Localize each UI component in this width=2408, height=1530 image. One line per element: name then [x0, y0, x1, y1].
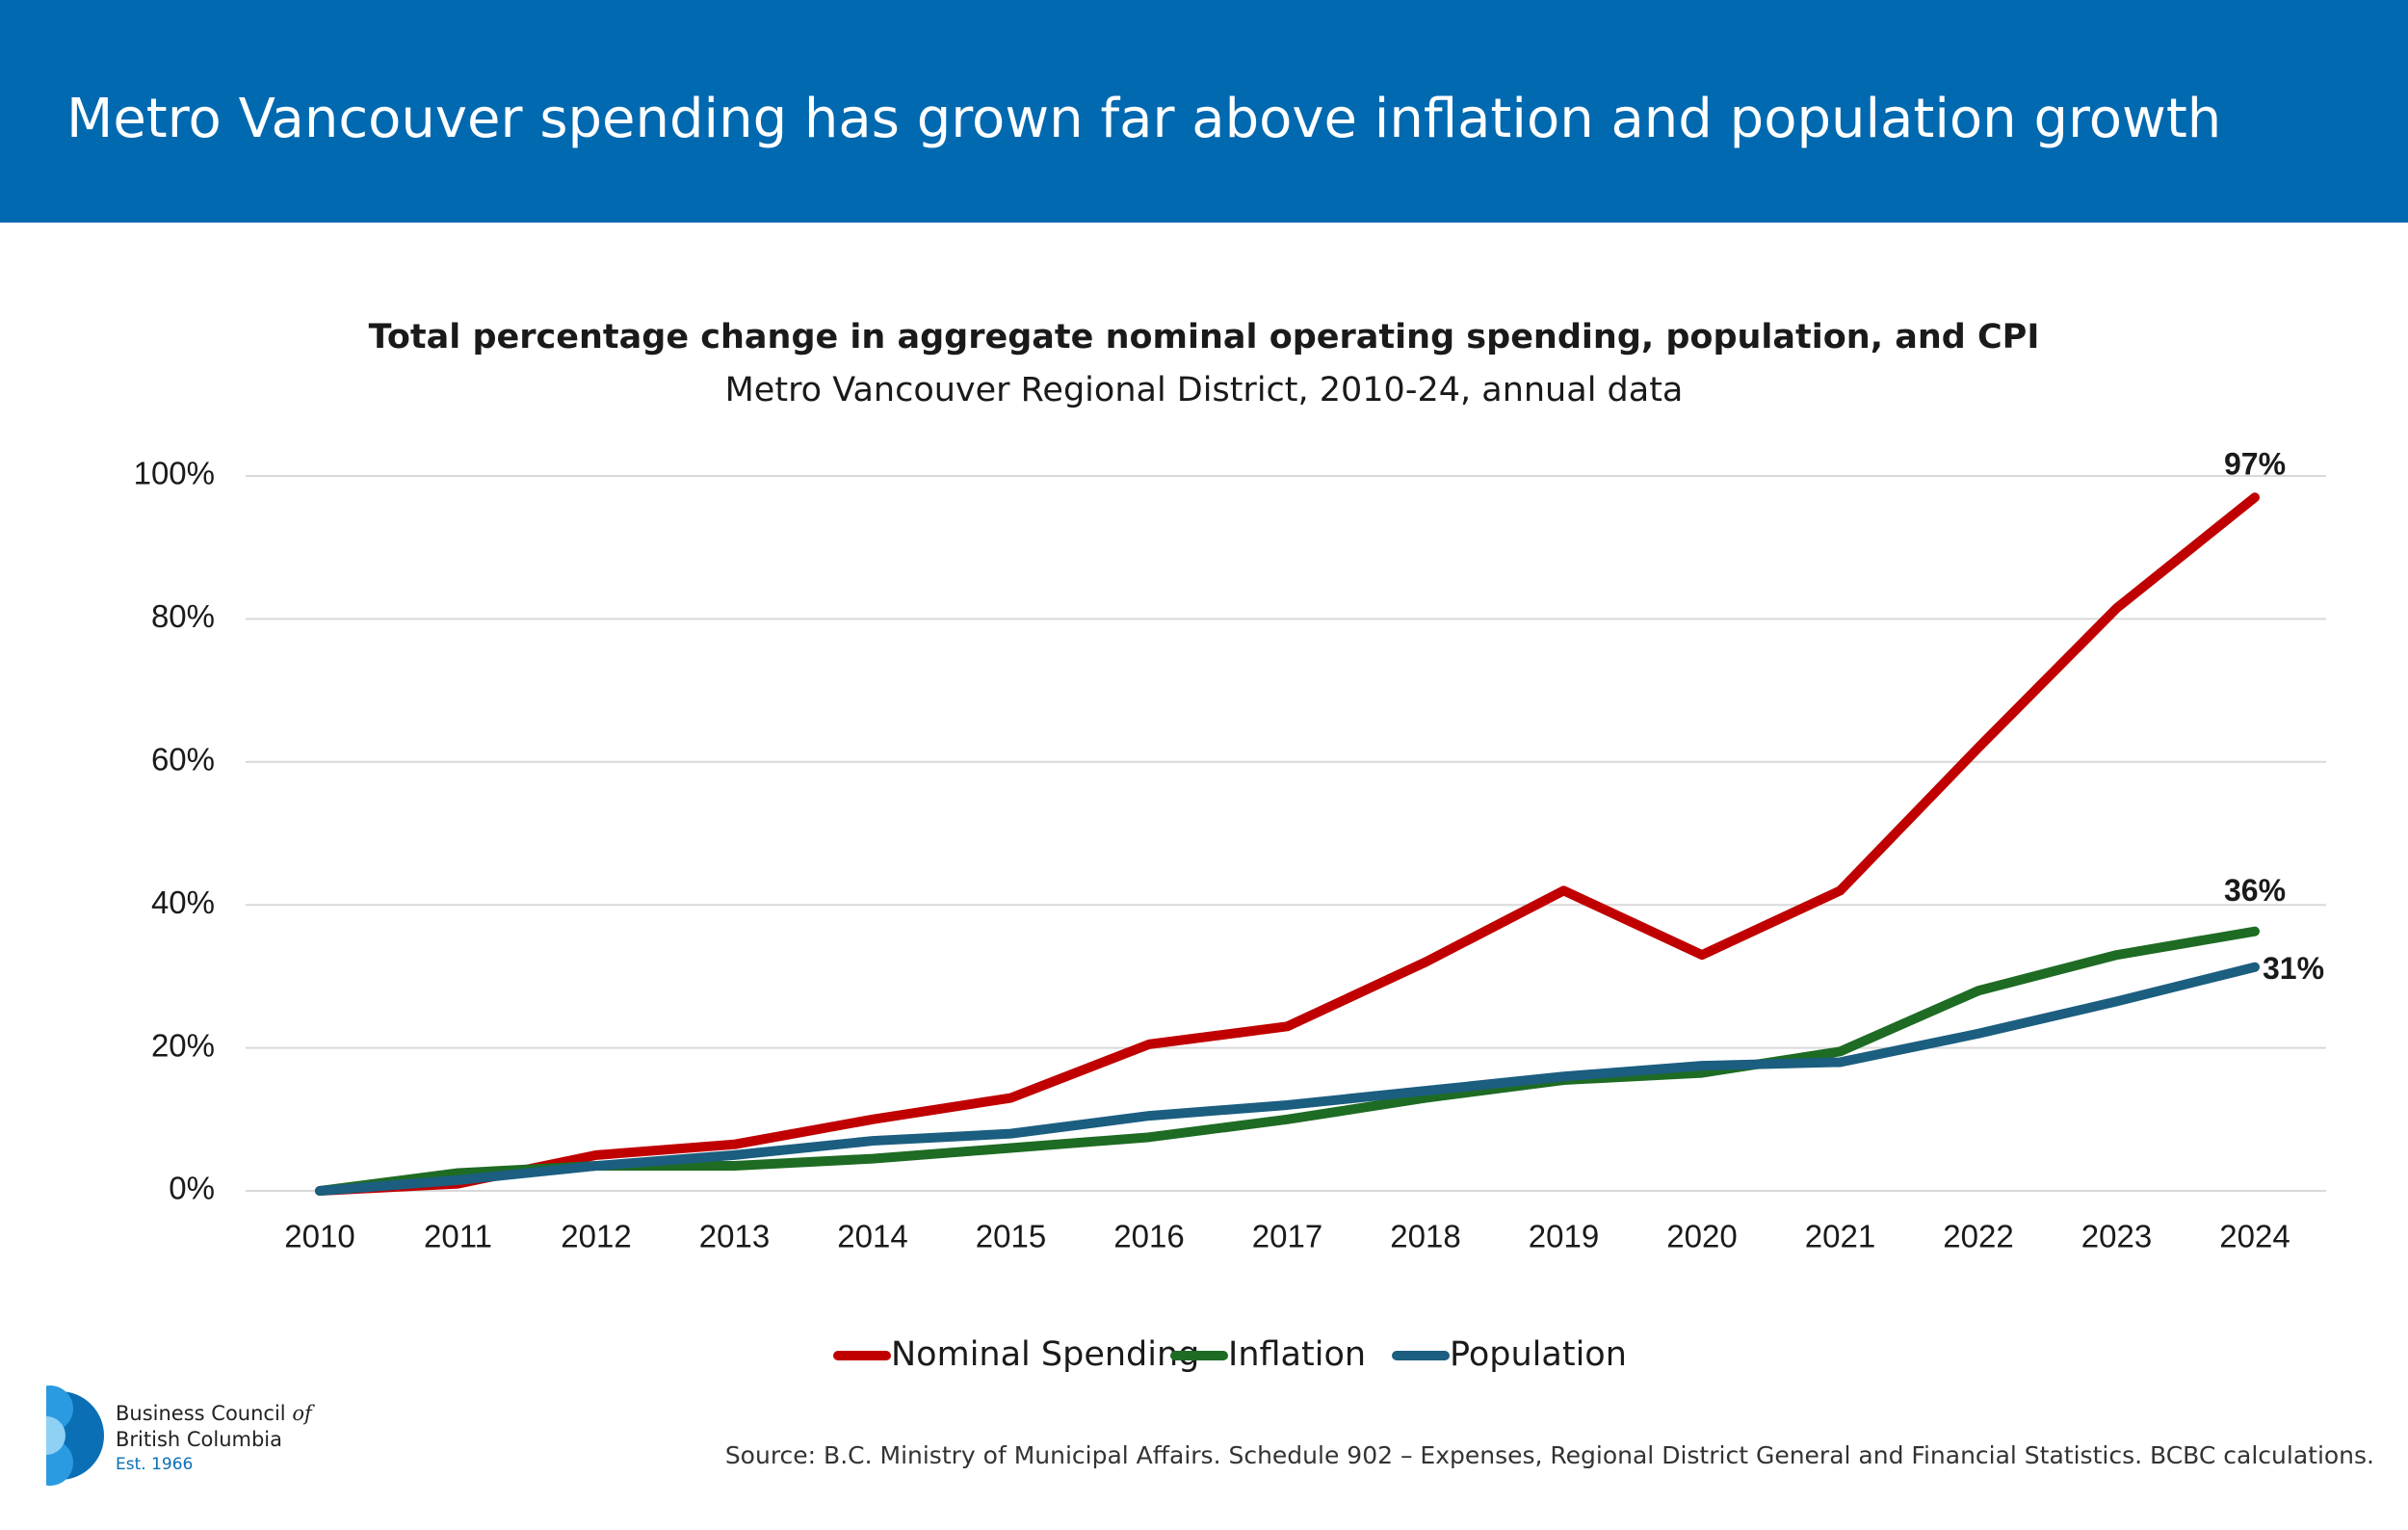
x-tick-label: 2014: [837, 1219, 907, 1254]
legend: Nominal Spending Inflation Population: [833, 1335, 1627, 1374]
legend-label: Nominal Spending: [891, 1335, 1199, 1374]
x-tick-label: 2017: [1252, 1219, 1322, 1254]
x-tick-label: 2020: [1666, 1219, 1737, 1254]
y-tick-label: 0%: [169, 1171, 215, 1206]
legend-label: Population: [1450, 1335, 1627, 1374]
x-tick-label: 2016: [1113, 1219, 1184, 1254]
header-title: Metro Vancouver spending has grown far a…: [66, 88, 2221, 150]
logo-est: Est. 1966: [116, 1455, 193, 1474]
chart-title: Total percentage change in aggregate nom…: [369, 318, 2040, 356]
x-tick-label: 2011: [424, 1219, 492, 1254]
legend-label: Inflation: [1228, 1335, 1366, 1374]
data-label: 97%: [2224, 447, 2286, 482]
source-note: Source: B.C. Ministry of Municipal Affai…: [725, 1441, 2374, 1469]
data-line: [315, 492, 2260, 1196]
y-tick-label: 20%: [151, 1027, 215, 1063]
x-tick-label: 2024: [2219, 1219, 2290, 1254]
x-tick-label: 2018: [1390, 1219, 1460, 1254]
data-label: 36%: [2224, 873, 2286, 908]
logo: Business Council of British Columbia Est…: [0, 1378, 315, 1503]
x-tick-label: 2023: [2081, 1219, 2152, 1254]
y-tick-label: 40%: [151, 884, 215, 920]
data-label: 31%: [2263, 951, 2324, 986]
x-tick-label: 2019: [1529, 1219, 1599, 1254]
logo-text: British Columbia: [116, 1428, 282, 1451]
chart-subtitle: Metro Vancouver Regional District, 2010-…: [725, 371, 1684, 409]
x-tick-label: 2015: [976, 1219, 1046, 1254]
y-tick-label: 80%: [151, 598, 215, 634]
x-tick-label: 2021: [1805, 1219, 1875, 1254]
x-tick-label: 2012: [561, 1219, 631, 1254]
header-band: [0, 0, 2408, 223]
logo-line: Business Council: [116, 1402, 286, 1425]
logo-text: Business Council of: [116, 1402, 315, 1426]
logo-mask: [0, 1378, 46, 1503]
x-tick-label: 2013: [699, 1219, 770, 1254]
y-tick-label: 100%: [134, 456, 215, 491]
y-tick-label: 60%: [151, 742, 215, 778]
logo-of: of: [292, 1402, 315, 1425]
x-tick-label: 2010: [284, 1219, 354, 1254]
data-line: [315, 962, 2260, 1196]
x-tick-label: 2022: [1943, 1219, 2013, 1254]
